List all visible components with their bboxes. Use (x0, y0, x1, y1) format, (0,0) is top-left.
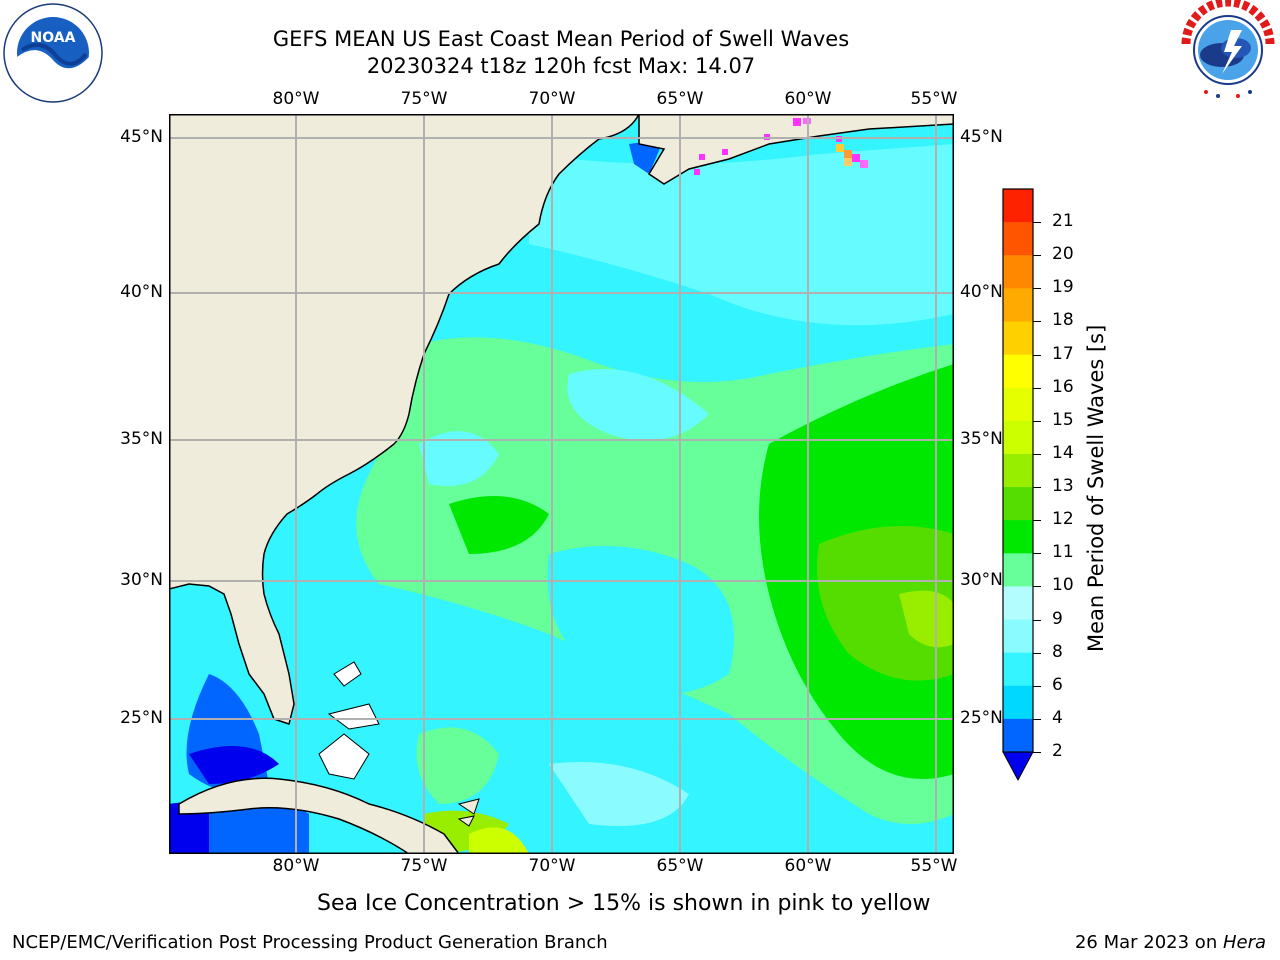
footer-date: 26 Mar 2023 on (1074, 932, 1223, 953)
colorbar-tick: 13 (1052, 476, 1074, 497)
nws-logo (1180, 0, 1276, 98)
colorbar-tick: 9 (1052, 608, 1063, 629)
colorbar-tick-mark (1033, 586, 1041, 588)
colorbar-swatch (1003, 321, 1033, 356)
lat-label-left: 40°N (120, 282, 163, 302)
lat-label-left: 25°N (120, 708, 163, 728)
colorbar-tick-mark (1033, 487, 1041, 489)
colorbar-tick-mark (1033, 321, 1041, 323)
colorbar-tick-mark (1033, 718, 1041, 720)
colorbar-tick-mark (1033, 288, 1041, 290)
colorbar-tick: 14 (1052, 442, 1074, 463)
swell-field-lightcyan (529, 144, 954, 326)
colorbar-tick: 2 (1052, 741, 1063, 761)
colorbar-swatch (1003, 189, 1033, 223)
lon-label-bottom: 60°W (784, 856, 832, 876)
graticule (169, 114, 954, 854)
lat-label-right: 30°N (960, 570, 1003, 590)
colorbar-tick-mark (1033, 387, 1041, 389)
colorbar-extend-min (1002, 751, 1034, 782)
lat-label-right: 45°N (960, 127, 1003, 147)
colorbar-swatch (1003, 487, 1033, 521)
colorbar-swatch (1003, 718, 1033, 753)
lat-label-right: 40°N (960, 282, 1003, 302)
colorbar-tick: 4 (1052, 707, 1063, 728)
lat-label-right: 25°N (960, 708, 1003, 728)
lon-label-top: 75°W (400, 89, 448, 109)
swell-period-map (169, 114, 954, 854)
colorbar-swatch (1003, 586, 1033, 621)
colorbar-swatch (1003, 420, 1033, 455)
map-title-line1: GEFS MEAN US East Coast Mean Period of S… (272, 27, 850, 51)
colorbar-tick: 17 (1052, 343, 1074, 364)
colorbar-swatch (1003, 222, 1033, 256)
lon-label-bottom: 75°W (400, 856, 448, 876)
lon-label-top: 80°W (272, 89, 320, 109)
lon-label-bottom: 55°W (910, 856, 958, 876)
colorbar-tick-mark (1033, 420, 1041, 422)
colorbar-tick-mark (1033, 354, 1041, 356)
colorbar-label: Mean Period of Swell Waves [s] (1084, 324, 1108, 652)
lat-label-right: 35°N (960, 429, 1003, 449)
colorbar-swatch (1003, 520, 1033, 554)
colorbar-tick-mark (1033, 652, 1041, 654)
colorbar-tick: 21 (1052, 211, 1074, 232)
lat-label-left: 35°N (120, 429, 163, 449)
noaa-logo: NOAA (3, 3, 103, 103)
colorbar-tick: 18 (1052, 310, 1074, 331)
colorbar-tick-mark (1033, 453, 1041, 455)
lon-label-bottom: 65°W (656, 856, 704, 876)
colorbar-swatch (1003, 685, 1033, 720)
colorbar-tick: 16 (1052, 376, 1074, 397)
lon-label-top: 55°W (910, 89, 958, 109)
footer-host: Hera (1222, 932, 1266, 953)
footer-timestamp: 26 Mar 2023 on Hera (1075, 932, 1266, 953)
lon-label-bottom: 70°W (528, 856, 576, 876)
lon-label-top: 70°W (528, 89, 576, 109)
lat-label-left: 30°N (120, 570, 163, 590)
colorbar-swatch (1003, 387, 1033, 422)
colorbar-tick: 8 (1052, 641, 1063, 662)
colorbar-tick: 19 (1052, 277, 1074, 298)
colorbar-tick-mark (1033, 222, 1041, 224)
colorbar-tick-mark (1033, 752, 1041, 753)
colorbar-tick: 6 (1052, 674, 1063, 695)
colorbar-tick: 10 (1052, 575, 1074, 596)
us-landmass (169, 114, 640, 725)
colorbar-tick: 20 (1052, 244, 1074, 265)
colorbar-swatch (1003, 619, 1033, 654)
colorbar-tick-mark (1033, 553, 1041, 555)
colorbar-swatch (1003, 553, 1033, 587)
map-title-line2: 20230324 t18z 120h fcst Max: 14.07 (366, 54, 756, 78)
colorbar-tick-mark (1033, 255, 1041, 257)
lon-label-bottom: 80°W (272, 856, 320, 876)
colorbar (1002, 188, 1034, 782)
colorbar-tick-mark (1033, 685, 1041, 687)
colorbar-tick: 11 (1052, 542, 1074, 563)
colorbar-tick-mark (1033, 520, 1041, 522)
colorbar-tick: 12 (1052, 509, 1074, 530)
lon-label-top: 65°W (656, 89, 704, 109)
lat-label-left: 45°N (120, 127, 163, 147)
noaa-logo-text: NOAA (31, 30, 76, 46)
colorbar-tick-mark (1033, 619, 1041, 621)
sea-ice-note: Sea Ice Concentration > 15% is shown in … (317, 891, 931, 916)
cuba-landmass (178, 777, 460, 854)
maritimes-landmass (638, 114, 954, 185)
footer-credit: NCEP/EMC/Verification Post Processing Pr… (12, 932, 608, 953)
colorbar-tick: 15 (1052, 409, 1074, 430)
lon-label-top: 60°W (784, 89, 832, 109)
colorbar-swatch (1003, 453, 1033, 488)
colorbar-swatch (1003, 288, 1033, 322)
colorbar-swatch (1003, 255, 1033, 289)
colorbar-swatch (1003, 652, 1033, 687)
colorbar-swatch (1003, 354, 1033, 389)
